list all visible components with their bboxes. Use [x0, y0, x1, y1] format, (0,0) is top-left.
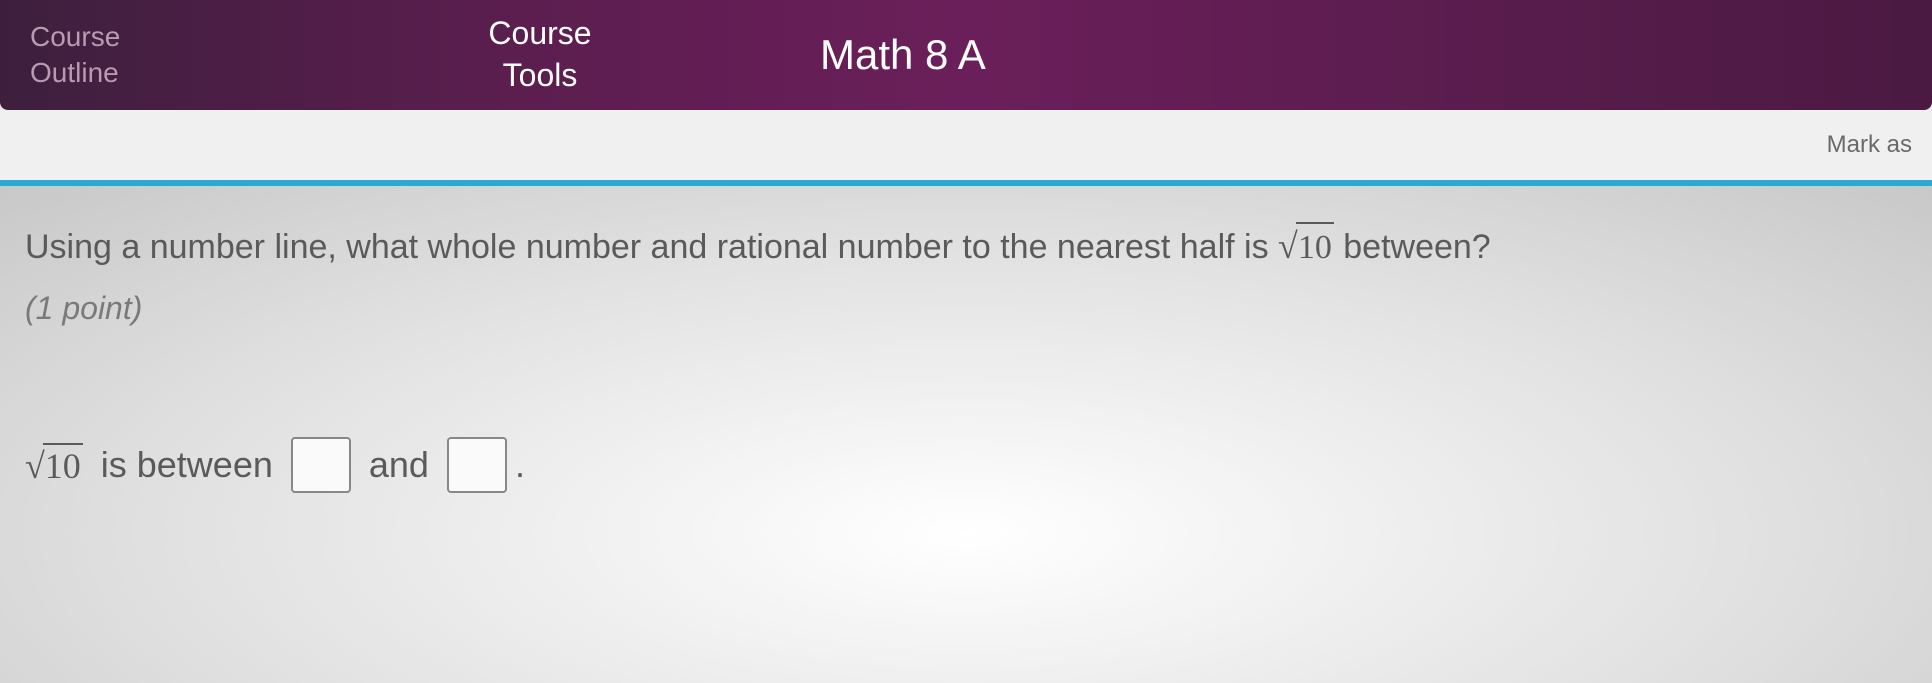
answer-input-2[interactable] [447, 437, 507, 493]
and-text: and [369, 444, 429, 486]
question-points: (1 point) [25, 290, 1907, 327]
nav-tools-line1: Course [410, 13, 670, 55]
sqrt-expression: √ 10 [1278, 221, 1334, 272]
between-text: is between [101, 444, 273, 486]
answer-sqrt-value: 10 [43, 443, 83, 487]
nav-course-tools[interactable]: Course Tools [380, 13, 700, 96]
answer-sqrt: √ 10 [25, 443, 83, 487]
nav-tools-line2: Tools [410, 55, 670, 97]
answer-row: √ 10 is between and . [25, 437, 1907, 493]
nav-outline-line2: Outline [30, 55, 350, 91]
question-prompt: Using a number line, what whole number a… [25, 221, 1907, 272]
mark-bar: Mark as [0, 110, 1932, 180]
navbar: Course Outline Course Tools Math 8 A [0, 0, 1932, 110]
prompt-before: Using a number line, what whole number a… [25, 228, 1278, 266]
sqrt-value: 10 [1296, 222, 1334, 272]
nav-course-outline[interactable]: Course Outline [0, 19, 380, 92]
nav-outline-line1: Course [30, 19, 350, 55]
prompt-after: between? [1343, 228, 1490, 266]
answer-input-1[interactable] [291, 437, 351, 493]
period: . [515, 444, 525, 486]
mark-as-button[interactable]: Mark as [1827, 131, 1912, 159]
course-title: Math 8 A [700, 31, 986, 79]
question-content: Using a number line, what whole number a… [0, 186, 1932, 683]
